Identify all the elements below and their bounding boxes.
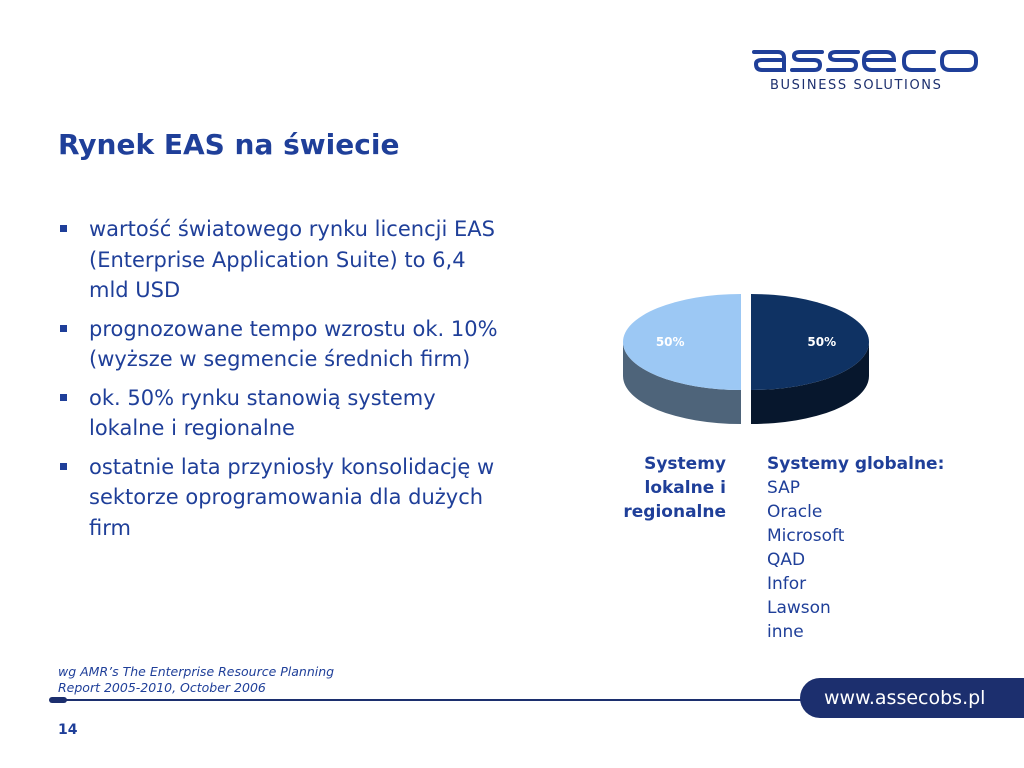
square-bullet-icon — [60, 324, 67, 332]
bullet-text: wartość światowego rynku licencji EAS (E… — [89, 217, 495, 302]
bullet-item: ostatnie lata przyniosły konsolidację w … — [58, 452, 498, 544]
source-note: wg AMR’s The Enterprise Resource Plannin… — [58, 664, 334, 696]
bullet-text: prognozowane tempo wzrostu ok. 10% (wyżs… — [89, 316, 498, 372]
pie-slice — [751, 294, 869, 390]
website-badge: www.assecobs.pl — [800, 678, 1024, 718]
local-systems-label: Systemy lokalne i regionalne — [590, 452, 726, 524]
square-bullet-icon — [60, 393, 67, 401]
market-share-pie-chart: 50% 50% — [623, 294, 869, 424]
bullet-item: prognozowane tempo wzrostu ok. 10% (wyżs… — [58, 314, 498, 375]
vendor-item: Infor — [767, 574, 807, 594]
global-systems-heading: Systemy globalne: — [767, 454, 945, 474]
bullet-list: wartość światowego rynku licencji EAS (E… — [58, 214, 498, 551]
vendor-item: QAD — [767, 550, 806, 570]
bullet-text: ostatnie lata przyniosły konsolidację w … — [89, 454, 495, 540]
pie-slice-side — [751, 342, 869, 424]
asseco-logo: BUSINESS SOLUTIONS — [748, 42, 980, 98]
logo-subtitle: BUSINESS SOLUTIONS — [770, 78, 943, 93]
slide-title: Rynek EAS na świecie — [58, 128, 400, 161]
website-url[interactable]: www.assecobs.pl — [824, 687, 986, 709]
vendor-item: Lawson — [767, 598, 831, 618]
footer-divider — [58, 699, 1024, 701]
bullet-text: ok. 50% rynku stanowią systemy lokalne i… — [89, 385, 436, 441]
bullet-item: ok. 50% rynku stanowią systemy lokalne i… — [58, 383, 498, 444]
vendor-item: Oracle — [767, 502, 823, 522]
square-bullet-icon — [60, 225, 67, 232]
source-line: wg AMR’s The Enterprise Resource Plannin… — [58, 664, 335, 679]
page-number: 14 — [58, 722, 78, 738]
pie-slice-side — [623, 342, 741, 424]
pie-slice — [623, 294, 741, 390]
square-bullet-icon — [60, 462, 67, 470]
vendor-item: inne — [767, 622, 804, 642]
asseco-wordmark-logo — [752, 50, 978, 72]
global-systems-list: Systemy globalne: SAP Oracle Microsoft Q… — [767, 452, 1007, 644]
pie-slice-label: 50% — [807, 335, 836, 349]
local-systems-line: lokalne i — [644, 478, 727, 498]
vendor-item: Microsoft — [767, 526, 845, 546]
local-systems-line: Systemy — [644, 454, 726, 474]
source-line: Report 2005-2010, October 2006 — [58, 680, 266, 695]
bullet-item: wartość światowego rynku licencji EAS (E… — [58, 214, 498, 306]
vendor-item: SAP — [767, 478, 800, 498]
local-systems-line: regionalne — [623, 502, 726, 522]
pie-slice-label: 50% — [656, 335, 685, 349]
footer-dash — [49, 697, 67, 703]
